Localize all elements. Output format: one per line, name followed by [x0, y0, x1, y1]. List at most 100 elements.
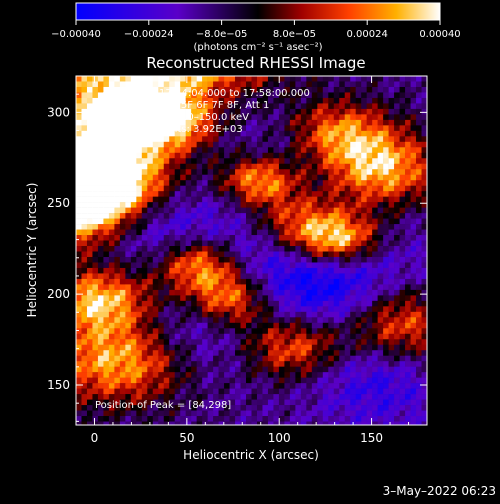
- heatmap-cell: [410, 256, 417, 263]
- x-axis: 0 50 100 150: [75, 76, 428, 445]
- heatmap-cell: [163, 361, 170, 367]
- heatmap-cell: [328, 311, 335, 318]
- heatmap-cell: [81, 295, 88, 302]
- heatmap-cell: [344, 92, 351, 99]
- heatmap-cell: [81, 141, 88, 148]
- heatmap-cell: [147, 405, 154, 411]
- heatmap-cell: [114, 207, 121, 214]
- heatmap-cell: [278, 295, 285, 302]
- heatmap-cell: [311, 191, 318, 197]
- heatmap-cell: [251, 86, 258, 93]
- heatmap-cell: [289, 147, 296, 154]
- heatmap-cell: [152, 366, 159, 373]
- heatmap-cell: [180, 202, 186, 208]
- heatmap-cell: [76, 130, 82, 137]
- heatmap-cell: [92, 119, 99, 126]
- heatmap-cell: [267, 229, 274, 236]
- heatmap-cell: [355, 383, 362, 389]
- heatmap-cell: [108, 267, 115, 274]
- heatmap-cell: [235, 278, 241, 285]
- heatmap-cell: [103, 202, 110, 208]
- heatmap-cell: [344, 97, 351, 104]
- heatmap-cell: [180, 174, 186, 181]
- heatmap-cell: [169, 180, 176, 186]
- heatmap-cell: [416, 416, 422, 422]
- heatmap-cell: [180, 339, 186, 346]
- heatmap-cell: [405, 405, 411, 411]
- heatmap-cell: [355, 180, 362, 186]
- heatmap-cell: [92, 405, 99, 411]
- heatmap-cell: [311, 169, 318, 176]
- heatmap-cell: [152, 344, 159, 351]
- heatmap-cell: [366, 339, 373, 346]
- heatmap-cell: [251, 355, 258, 362]
- heatmap-cell: [333, 158, 340, 165]
- heatmap-cell: [251, 224, 258, 230]
- heatmap-cell: [328, 295, 335, 302]
- heatmap-cell: [394, 256, 400, 263]
- heatmap-cell: [251, 273, 258, 280]
- heatmap-cell: [322, 251, 329, 258]
- heatmap-cell: [169, 229, 176, 236]
- heatmap-cell: [86, 92, 93, 99]
- heatmap-cell: [202, 394, 208, 400]
- heatmap-cell: [300, 355, 307, 362]
- heatmap-cell: [213, 152, 219, 159]
- heatmap-cell: [394, 339, 400, 346]
- heatmap-cell: [224, 410, 230, 417]
- heatmap-cell: [421, 311, 427, 318]
- heatmap-cell: [328, 383, 335, 389]
- heatmap-cell: [273, 119, 280, 126]
- heatmap-cell: [256, 256, 263, 263]
- heatmap-cell: [306, 317, 313, 324]
- heatmap-cell: [306, 300, 313, 307]
- heatmap-cell: [158, 130, 165, 137]
- heatmap-cell: [339, 119, 346, 126]
- heatmap-cell: [81, 300, 88, 307]
- heatmap-cell: [191, 103, 197, 110]
- heatmap-cell: [163, 372, 170, 378]
- heatmap-cell: [108, 125, 115, 132]
- heatmap-cell: [246, 185, 252, 192]
- heatmap-cell: [405, 141, 411, 148]
- heatmap-cell: [141, 81, 148, 88]
- heatmap-cell: [251, 185, 258, 192]
- heatmap-cell: [317, 377, 324, 384]
- heatmap-cell: [405, 256, 411, 263]
- heatmap-cell: [383, 169, 389, 176]
- heatmap-cell: [141, 97, 148, 104]
- heatmap-cell: [180, 97, 186, 104]
- heatmap-cell: [152, 311, 159, 318]
- heatmap-cell: [141, 350, 148, 356]
- heatmap-cell: [284, 350, 291, 356]
- heatmap-cell: [174, 103, 181, 110]
- heatmap-cell: [108, 246, 115, 252]
- heatmap-cell: [372, 377, 378, 384]
- heatmap-cell: [97, 213, 104, 219]
- heatmap-cell: [240, 92, 247, 99]
- heatmap-cell: [410, 108, 417, 115]
- heatmap-cell: [163, 218, 170, 225]
- heatmap-cell: [383, 191, 389, 197]
- heatmap-cell: [383, 267, 389, 274]
- heatmap-cell: [284, 344, 291, 351]
- heatmap-cell: [163, 399, 170, 406]
- heatmap-cell: [141, 163, 148, 170]
- heatmap-cell: [410, 218, 417, 225]
- heatmap-cell: [103, 355, 110, 362]
- heatmap-cell: [300, 361, 307, 367]
- heatmap-cell: [224, 163, 230, 170]
- heatmap-cell: [218, 256, 225, 263]
- heatmap-cell: [344, 81, 351, 88]
- heatmap-cell: [262, 229, 269, 236]
- heatmap-cell: [229, 372, 236, 378]
- heatmap-cell: [399, 130, 406, 137]
- heatmap-cell: [169, 218, 176, 225]
- heatmap-cell: [158, 300, 165, 307]
- heatmap-cell: [317, 416, 324, 422]
- heatmap-cell: [256, 119, 263, 126]
- heatmap-cell: [103, 322, 110, 329]
- heatmap-cell: [410, 213, 417, 219]
- heatmap-cell: [377, 284, 384, 291]
- heatmap-cell: [416, 103, 422, 110]
